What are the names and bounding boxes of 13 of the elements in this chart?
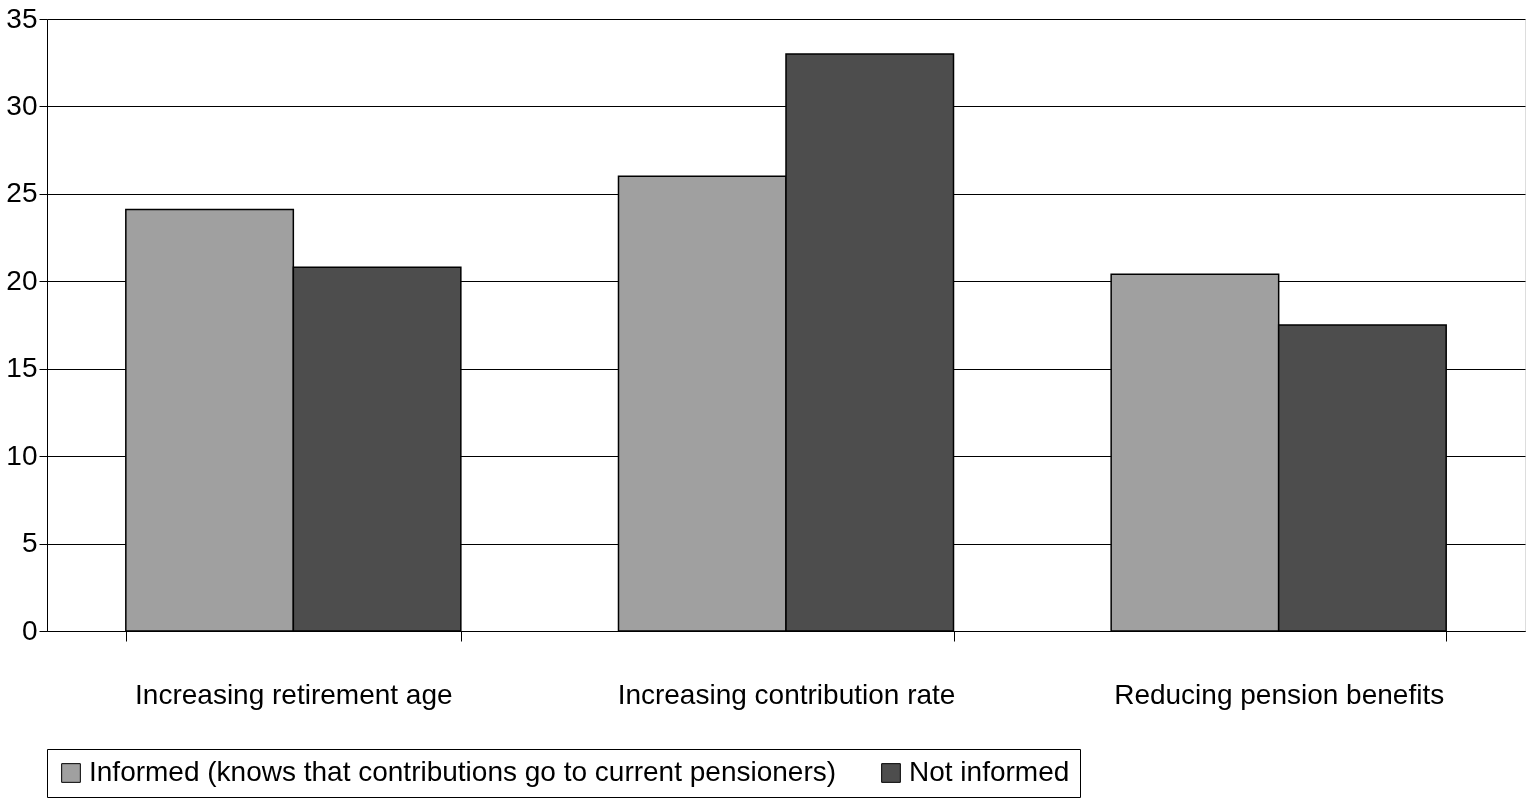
y-tick-label: 15 [6, 352, 38, 384]
y-tick-label: 25 [6, 177, 38, 209]
y-tick-label: 30 [6, 89, 38, 121]
legend-label: Informed (knows that contributions go to current pensioners) [89, 756, 837, 787]
y-tick-label: 20 [6, 264, 38, 296]
y-tick-label: 35 [6, 2, 38, 34]
y-tick-label: 5 [21, 527, 38, 559]
x-tick-label: Reducing pension benefits [1114, 678, 1445, 710]
x-tick-label: Increasing retirement age [135, 678, 453, 710]
legend-label: Not informed [909, 756, 1070, 787]
y-tick-label: 0 [21, 614, 38, 646]
y-tick-label: 10 [6, 439, 38, 471]
x-tick-label: Increasing contribution rate [617, 678, 956, 710]
